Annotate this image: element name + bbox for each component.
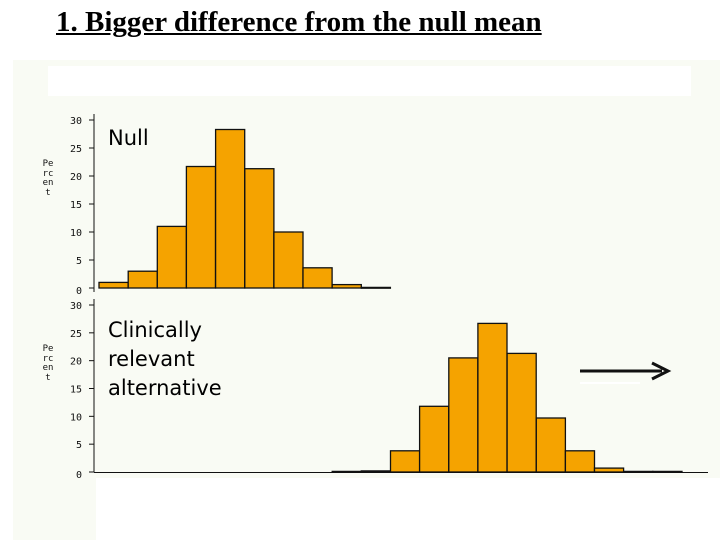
y-tick-label: 25: [70, 144, 82, 155]
y-tick-label: 5: [76, 440, 82, 451]
histogram-bar: [185, 165, 217, 289]
y-axis-label-top: Percent: [42, 159, 54, 198]
histogram-bar: [477, 322, 508, 473]
slide-title: 1. Bigger difference from the null mean: [56, 6, 542, 38]
histogram-bar: [214, 128, 246, 289]
histogram-bar: [564, 450, 596, 473]
header-strip: [48, 66, 691, 96]
histogram-bar: [331, 470, 362, 473]
panel-label-alternative: Clinically relevant alternative: [108, 318, 222, 400]
histogram-bar: [273, 231, 304, 289]
histogram-bar: [448, 357, 479, 473]
panel-label-null: Null: [108, 126, 149, 150]
histogram-bar: [331, 283, 362, 289]
histogram-bar: [652, 470, 683, 473]
y-tick-label: 10: [70, 228, 82, 239]
chart-background: [13, 60, 720, 540]
y-tick-label: 0: [76, 470, 82, 481]
y-tick-label: 15: [70, 200, 82, 211]
histogram-bar: [360, 286, 392, 289]
histogram-bar: [302, 267, 333, 289]
histogram-bar: [623, 470, 654, 473]
y-tick-label: 20: [70, 357, 82, 368]
histogram-bar: [506, 352, 537, 473]
histogram-bar: [418, 405, 450, 473]
histogram-bar: [593, 467, 625, 473]
histogram-bar: [535, 417, 567, 473]
histogram-bar: [127, 270, 158, 289]
bottom-blank-area: [96, 478, 720, 540]
y-tick-label: 5: [76, 256, 82, 267]
y-tick-label: 20: [70, 172, 82, 183]
y-tick-label: 30: [70, 301, 82, 312]
histogram-bar: [156, 225, 188, 289]
y-tick-label: 10: [70, 412, 82, 423]
histogram-bar: [98, 281, 129, 289]
y-tick-label: 30: [70, 116, 82, 127]
histogram-bar: [244, 168, 275, 289]
right-arrow-icon: [580, 361, 672, 384]
histogram-bar: [360, 470, 392, 473]
histogram-alternative: 30 25 20 15 10 5 0: [70, 299, 708, 481]
histogram-null: 30 25 20 15 10 5 0: [70, 114, 392, 297]
histogram-bar: [389, 450, 421, 473]
y-tick-label: 0: [76, 286, 82, 297]
y-tick-label: 15: [70, 385, 82, 396]
y-axis-label-bottom: Percent: [42, 344, 54, 383]
y-tick-label: 25: [70, 329, 82, 340]
